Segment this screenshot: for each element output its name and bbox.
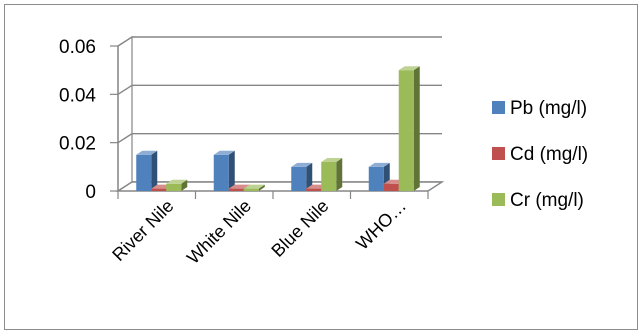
bar-top	[321, 158, 343, 162]
bar-front	[228, 188, 244, 191]
bar-front	[213, 154, 229, 191]
bar	[213, 150, 235, 191]
bar-side	[413, 66, 420, 191]
legend-entry: Cr (mg/l)	[492, 190, 584, 211]
gridlines	[117, 36, 442, 192]
bar-top	[136, 150, 158, 155]
bar-top	[291, 162, 313, 167]
bar-front	[136, 154, 152, 191]
legend-swatch	[492, 101, 505, 114]
x-axis-ticks: River Nile White Nile Blue Nile WHO…	[108, 191, 429, 268]
side-wall	[117, 35, 133, 193]
bar-top	[243, 184, 265, 189]
bar-front	[243, 188, 259, 191]
gridline	[117, 36, 442, 47]
bar	[136, 150, 158, 191]
bar-front	[306, 188, 322, 191]
legend-label: Pb (mg/l)	[510, 98, 587, 119]
bar-top	[213, 150, 235, 155]
x-tick-label: White Nile	[183, 196, 255, 268]
legend-entry: Pb (mg/l)	[492, 98, 587, 119]
y-axis-ticks: 0 0.02 0.04 0.06	[59, 37, 118, 203]
legend-entry: Cd (mg/l)	[492, 144, 588, 165]
bar	[398, 66, 420, 191]
x-tick-label: WHO…	[352, 196, 410, 254]
bar	[291, 162, 313, 191]
y-tick-label: 0	[85, 182, 96, 203]
bar-side	[306, 162, 313, 191]
bar-top	[368, 162, 390, 167]
gridline	[117, 132, 442, 144]
bar	[166, 179, 188, 191]
bar-top	[398, 66, 420, 71]
gridline	[117, 84, 442, 95]
bar-front	[383, 183, 399, 191]
legend-swatch	[492, 147, 505, 160]
bar-front	[291, 166, 307, 191]
legend-label: Cd (mg/l)	[510, 144, 588, 165]
chart-frame	[4, 4, 638, 330]
x-tick-label: River Nile	[108, 196, 177, 265]
legend-swatch	[492, 193, 505, 206]
legend-label: Cr (mg/l)	[510, 190, 584, 211]
bars	[136, 66, 420, 191]
y-tick-label: 0.04	[59, 85, 96, 106]
bar-side	[258, 184, 265, 191]
bar-top	[166, 179, 188, 184]
y-tick-label: 0.06	[59, 37, 96, 58]
chart-walls	[117, 35, 133, 193]
bar-side	[151, 150, 158, 191]
bar-top	[228, 184, 250, 189]
x-tick-label: Blue Nile	[267, 196, 332, 261]
legend: Pb (mg/l) Cd (mg/l) Cr (mg/l)	[492, 98, 588, 211]
bar	[243, 184, 265, 191]
bar-side	[336, 158, 343, 191]
bar-front	[321, 162, 337, 191]
bar-side	[228, 150, 235, 191]
bar-front	[151, 188, 167, 191]
bar-front	[368, 166, 384, 191]
y-tick-label: 0.02	[59, 134, 96, 155]
bar	[321, 158, 343, 191]
bar-side	[181, 179, 188, 191]
bar-front	[166, 183, 182, 191]
bar-front	[398, 70, 414, 191]
